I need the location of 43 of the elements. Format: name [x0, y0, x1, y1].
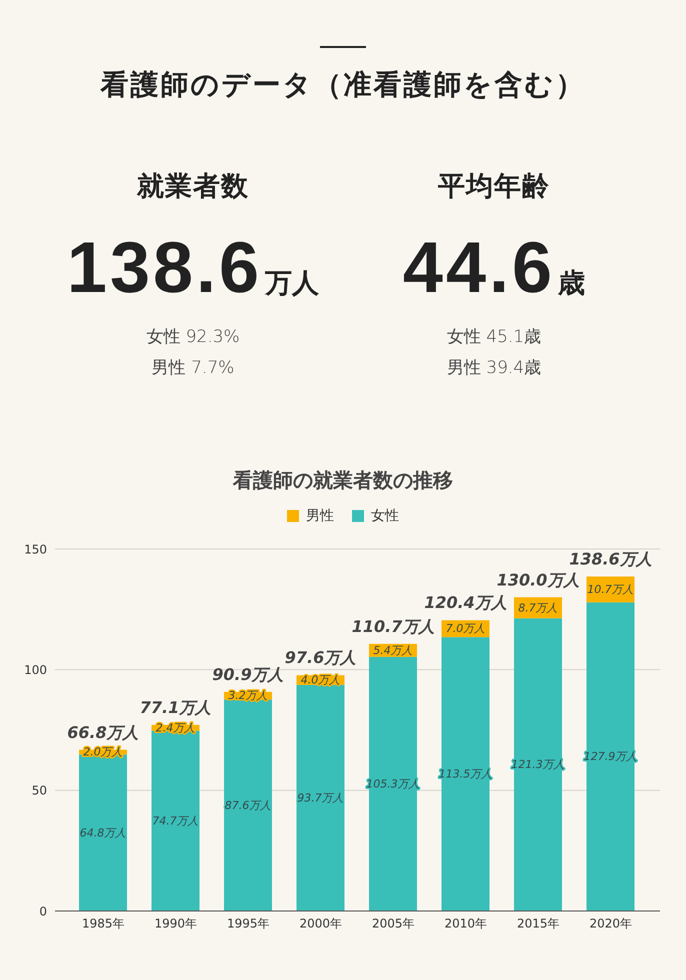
text: 男性 7.7%: [152, 358, 234, 378]
chart-title: 看護師の就業者数の推移: [233, 468, 453, 492]
total-label: 90.9万人: [212, 664, 284, 684]
text: 男性 39.4歳: [446, 358, 542, 378]
total-label: 77.1万人: [140, 698, 212, 717]
x-tick-label: 1990年: [154, 916, 198, 931]
text: 看護師のデータ（准看護師を含む）: [100, 68, 586, 102]
data-label: 87.6万人: [224, 798, 272, 812]
y-tick-label: 0: [39, 904, 47, 918]
data-label: 5.4万人: [373, 644, 413, 657]
x-tick-label: 1985年: [82, 916, 125, 931]
total-label: 110.7万人: [352, 616, 434, 636]
total-label: 138.6万人: [569, 550, 652, 569]
x-tick-label: 2000年: [299, 916, 342, 931]
y-tick-label: 150: [24, 542, 47, 556]
x-tick-label: 2005年: [372, 916, 415, 931]
x-tick-label: 1995年: [226, 916, 270, 931]
data-label: 4.0万人: [300, 674, 340, 687]
x-tick-label: 2010年: [444, 916, 488, 931]
total-label: 120.4万人: [424, 593, 507, 612]
bar: [224, 700, 272, 911]
data-label: 64.8万人: [80, 826, 126, 840]
total-label: 66.8万人: [67, 722, 139, 742]
data-label: 10.7万人: [587, 582, 634, 596]
total-label: 97.6万人: [284, 648, 356, 668]
text: 女性 45.1歳: [446, 327, 542, 348]
bar: [296, 684, 344, 911]
x-tick-label: 2020年: [589, 916, 632, 931]
text: 就業者数: [137, 171, 249, 204]
text: 女性 92.3%: [146, 327, 240, 348]
data-label: 7.0万人: [446, 622, 486, 636]
text: 平均年齢: [438, 171, 550, 204]
data-label: 3.2万人: [228, 689, 268, 702]
data-label: 74.7万人: [152, 814, 199, 828]
legend-label: 男性: [306, 507, 334, 525]
y-tick-label: 50: [32, 784, 47, 798]
total-label: 130.0万人: [496, 570, 580, 590]
legend-label: 女性: [371, 507, 399, 525]
data-label: 2.4万人: [156, 721, 196, 734]
data-label: 93.7万人: [297, 791, 344, 804]
y-tick-label: 100: [24, 662, 47, 677]
data-label: 8.7万人: [518, 601, 558, 614]
x-tick-label: 2015年: [516, 916, 560, 931]
